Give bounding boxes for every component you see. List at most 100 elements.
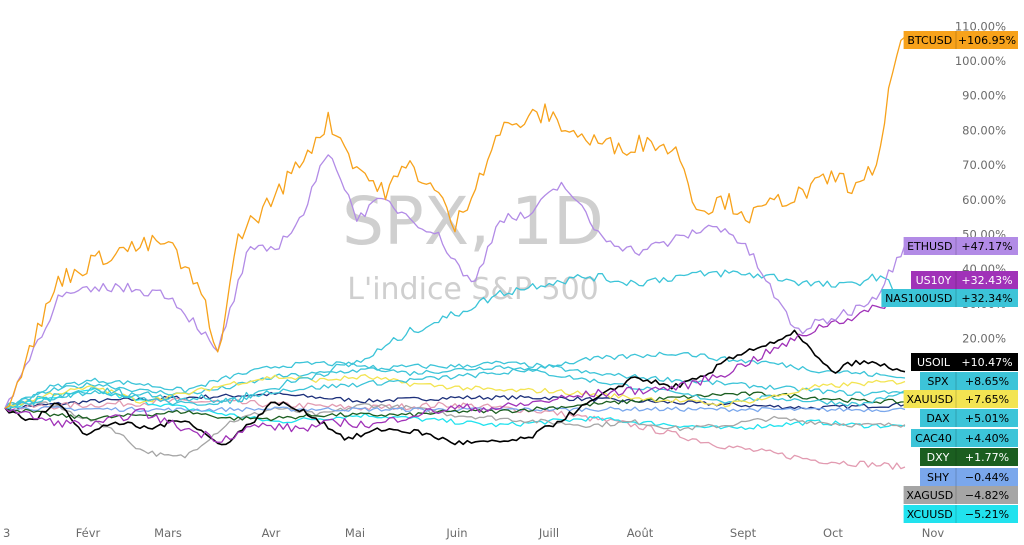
tag-usoil: USOIL +10.47% (911, 353, 1018, 371)
series-lines (4, 36, 906, 470)
tag-symbol: USOIL (917, 356, 951, 369)
tag-name-bg (911, 429, 956, 447)
y-tick-label: 60.00% (962, 193, 1006, 207)
tag-value: −5.21% (965, 508, 1009, 521)
tag-value-bg (956, 353, 1018, 371)
tag-symbol: SPX (927, 375, 949, 388)
tag-nas100usd: NAS100USD +32.34% (881, 289, 1018, 307)
tag-value-bg (956, 468, 1018, 486)
tag-value-bg (956, 409, 1018, 427)
tag-value: +4.40% (965, 432, 1009, 445)
series-tags: BTCUSD +106.95% ETHUSD +47.17% US10Y +32.43% N… (881, 31, 1018, 523)
tag-spx: SPX +8.65% (920, 372, 1018, 390)
watermark-description: L'indice S&P 500 (347, 272, 599, 307)
x-tick-label: Juill (538, 526, 559, 540)
x-tick-label: Juin (445, 526, 467, 540)
x-tick-label: Mars (154, 526, 182, 540)
tag-name-bg (920, 448, 956, 466)
tag-value: +47.17% (961, 240, 1012, 253)
watermark: SPX, 1D L'indice S&P 500 (342, 183, 604, 307)
tag-value-bg (956, 486, 1018, 504)
series-line-dxy (4, 391, 906, 422)
tag-name-bg (920, 372, 956, 390)
tag-value: +32.43% (961, 274, 1012, 287)
tag-value-bg (956, 429, 1018, 447)
x-tick-label: Nov (922, 526, 945, 540)
series-line-pink (4, 397, 906, 470)
tag-value-bg (956, 237, 1018, 255)
series-line-ethusd (4, 154, 906, 409)
tag-dxy: DXY +1.77% (920, 448, 1018, 466)
y-tick-label: 70.00% (962, 158, 1006, 172)
tag-value-bg (956, 289, 1018, 307)
tag-value: +8.65% (965, 375, 1009, 388)
tag-value: −4.82% (965, 489, 1009, 502)
y-tick-label: 100.00% (955, 54, 1006, 68)
tag-name-bg (903, 486, 956, 504)
x-tick-label: Oct (823, 526, 843, 540)
y-tick-label: 90.00% (962, 89, 1006, 103)
tag-shy: SHY −0.44% (920, 468, 1018, 486)
tag-xcuusd: XCUUSD −5.21% (903, 505, 1018, 523)
x-tick-label: Mai (345, 526, 365, 540)
x-axis: 3 Févr Mars Avr Mai Juin Juill Août Sept Oct Nov (3, 526, 944, 540)
tag-us10y: US10Y +32.43% (911, 271, 1018, 289)
tag-symbol: BTCUSD (907, 34, 952, 47)
tag-value: +1.77% (965, 451, 1009, 464)
tag-btcusd: BTCUSD +106.95% (903, 31, 1018, 49)
tag-name-bg (903, 390, 956, 408)
x-tick-label: Avr (262, 526, 281, 540)
tag-cac40: CAC40 +4.40% (911, 429, 1018, 447)
tag-name-bg (881, 289, 956, 307)
tag-name-bg (911, 271, 956, 289)
y-tick-label: 80.00% (962, 123, 1006, 137)
tag-value-bg (956, 271, 1018, 289)
y-tick-label: 110.00% (955, 19, 1006, 33)
x-tick-label: Sept (730, 526, 757, 540)
tag-symbol: XAUUSD (906, 393, 953, 406)
tag-symbol: XAGUSD (906, 489, 953, 502)
tag-name-bg (920, 409, 956, 427)
tag-value: +7.65% (965, 393, 1009, 406)
series-line-shy (4, 405, 906, 413)
series-line-dax (4, 360, 906, 409)
tag-symbol: US10Y (916, 274, 952, 287)
series-line-xcuusd (4, 387, 906, 431)
series-line-nas100usd (4, 269, 906, 409)
tag-symbol: CAC40 (915, 432, 952, 445)
tag-value-bg (956, 372, 1018, 390)
tag-symbol: DXY (927, 451, 950, 464)
series-line-xauusd (4, 374, 906, 409)
tag-symbol: ETHUSD (907, 240, 952, 253)
x-tick-label: 3 (3, 526, 10, 540)
tag-dax: DAX +5.01% (920, 409, 1018, 427)
tag-value: +10.47% (961, 356, 1012, 369)
tag-value: +106.95% (958, 34, 1016, 47)
tag-symbol: NAS100USD (885, 292, 952, 305)
tag-symbol: DAX (926, 412, 950, 425)
tag-value: −0.44% (965, 471, 1009, 484)
tag-symbol: SHY (927, 471, 949, 484)
series-line-btcusd (4, 36, 906, 409)
x-tick-label: Févr (76, 526, 101, 540)
tag-symbol: XCUUSD (907, 508, 953, 521)
series-line-usoil (4, 329, 906, 446)
tag-value-bg (956, 505, 1018, 523)
y-tick-label: 20.00% (962, 332, 1006, 346)
tag-name-bg (903, 237, 956, 255)
tag-name-bg (920, 468, 956, 486)
tag-name-bg (911, 353, 956, 371)
series-line-us10y (4, 294, 906, 443)
x-tick-label: Août (627, 526, 654, 540)
tag-value: +32.34% (961, 292, 1012, 305)
tag-value: +5.01% (965, 412, 1009, 425)
tag-xagusd: XAGUSD −4.82% (903, 486, 1018, 504)
series-line-spx (4, 351, 906, 409)
tag-ethusd: ETHUSD +47.17% (903, 237, 1018, 255)
tag-xauusd: XAUUSD +7.65% (903, 390, 1018, 408)
tag-value-bg (956, 31, 1018, 49)
tag-name-bg (903, 31, 956, 49)
series-line-xagusd (4, 399, 906, 459)
